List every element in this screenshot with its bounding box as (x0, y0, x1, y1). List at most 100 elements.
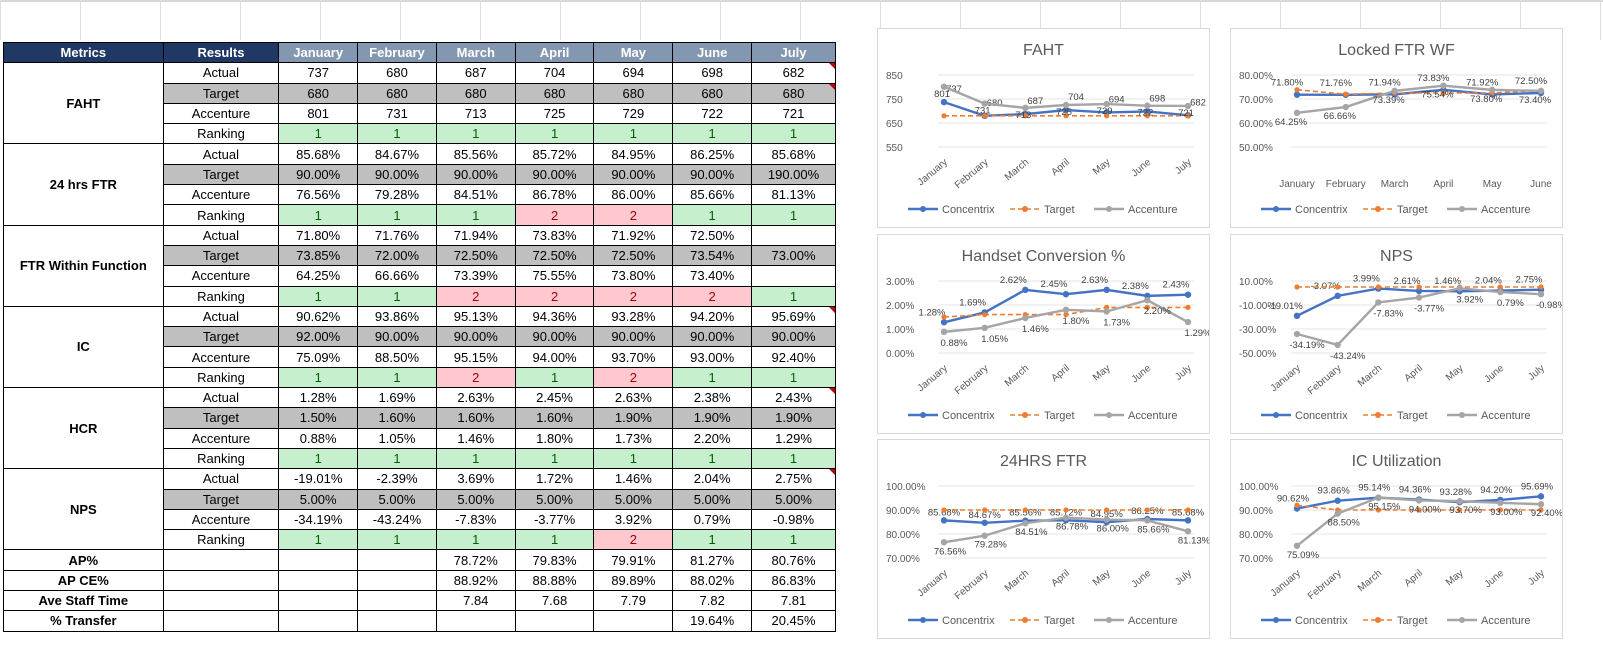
value-cell[interactable]: 1 (278, 529, 359, 551)
value-cell[interactable]: 73.83% (514, 224, 595, 246)
result-label[interactable]: Accenture (162, 265, 280, 287)
result-label[interactable]: Actual (162, 224, 280, 246)
result-label[interactable]: Ranking (162, 285, 280, 307)
value-cell[interactable]: 95.69% (751, 305, 836, 328)
value-cell[interactable]: 85.72% (514, 143, 595, 165)
value-cell[interactable]: 90.00% (357, 326, 437, 348)
metric-group-name[interactable]: FAHT (3, 62, 164, 145)
extra-metric-name[interactable]: AP CE% (3, 569, 164, 592)
value-cell[interactable]: 86.25% (672, 143, 753, 165)
value-cell[interactable]: 1 (593, 123, 674, 145)
value-cell[interactable]: 687 (435, 62, 516, 84)
value-cell[interactable]: 680 (593, 82, 674, 104)
value-cell[interactable]: 79.91% (593, 549, 674, 571)
value-cell[interactable]: 5.00% (514, 488, 595, 510)
value-cell[interactable]: 2 (593, 529, 674, 551)
value-cell[interactable]: 2 (514, 285, 595, 307)
value-cell[interactable]: -43.24% (357, 508, 437, 531)
value-cell[interactable]: 94.20% (672, 305, 753, 328)
value-cell[interactable]: 1.46% (593, 468, 674, 490)
value-cell[interactable]: 1 (514, 447, 595, 470)
value-cell[interactable]: 79.28% (357, 184, 437, 206)
empty-result-cell[interactable] (162, 590, 280, 612)
value-cell[interactable]: 2.38% (672, 387, 753, 409)
result-label[interactable]: Actual (162, 305, 280, 328)
value-cell[interactable]: 86.00% (593, 184, 674, 206)
value-cell[interactable]: 1.72% (514, 468, 595, 490)
result-label[interactable]: Actual (162, 62, 280, 84)
value-cell[interactable] (278, 610, 359, 632)
result-label[interactable]: Target (162, 163, 280, 186)
value-cell[interactable]: 680 (514, 82, 595, 104)
value-cell[interactable]: 1.60% (357, 407, 437, 429)
value-cell[interactable]: 90.00% (435, 163, 516, 186)
value-cell[interactable]: 1 (672, 204, 753, 226)
metric-group-name[interactable]: HCR (3, 387, 164, 470)
metric-group-name[interactable]: NPS (3, 468, 164, 551)
value-cell[interactable]: 94.36% (514, 305, 595, 328)
value-cell[interactable]: 73.00% (751, 244, 836, 267)
value-cell[interactable]: 0.79% (672, 508, 753, 531)
value-cell[interactable]: 680 (357, 62, 437, 84)
value-cell[interactable]: 5.00% (357, 488, 437, 510)
value-cell[interactable]: 19.64% (672, 610, 753, 632)
value-cell[interactable]: 1 (514, 529, 595, 551)
value-cell[interactable]: 90.00% (593, 326, 674, 348)
result-label[interactable]: Actual (162, 387, 280, 409)
result-label[interactable]: Accenture (162, 427, 280, 449)
result-label[interactable]: Target (162, 407, 280, 429)
value-cell[interactable]: 1 (278, 204, 359, 226)
value-cell[interactable]: 698 (672, 62, 753, 84)
value-cell[interactable]: 1.90% (751, 407, 836, 429)
value-cell[interactable]: 93.70% (593, 346, 674, 368)
value-cell[interactable]: 1 (357, 529, 437, 551)
value-cell[interactable]: 1 (751, 204, 836, 226)
empty-result-cell[interactable] (162, 569, 280, 592)
value-cell[interactable]: 90.00% (593, 163, 674, 186)
value-cell[interactable]: 3.69% (435, 468, 516, 490)
value-cell[interactable]: 90.00% (672, 326, 753, 348)
value-cell[interactable]: 190.00% (751, 163, 836, 186)
value-cell[interactable]: 1.90% (593, 407, 674, 429)
value-cell[interactable]: -7.83% (435, 508, 516, 531)
result-label[interactable]: Target (162, 82, 280, 104)
value-cell[interactable]: 2 (593, 285, 674, 307)
value-cell[interactable]: 85.66% (672, 184, 753, 206)
value-cell[interactable]: 2.43% (751, 387, 836, 409)
value-cell[interactable]: 73.39% (435, 265, 516, 287)
value-cell[interactable]: 85.68% (278, 143, 359, 165)
value-cell[interactable]: 1.60% (435, 407, 516, 429)
value-cell[interactable]: 5.00% (278, 488, 359, 510)
value-cell[interactable]: 76.56% (278, 184, 359, 206)
value-cell[interactable]: 1 (672, 123, 753, 145)
value-cell[interactable]: 2.04% (672, 468, 753, 490)
value-cell[interactable] (357, 610, 437, 632)
value-cell[interactable]: 90.00% (514, 326, 595, 348)
result-label[interactable]: Ranking (162, 447, 280, 470)
result-label[interactable]: Target (162, 488, 280, 510)
value-cell[interactable]: -2.39% (357, 468, 437, 490)
value-cell[interactable]: 1.73% (593, 427, 674, 449)
value-cell[interactable]: 2 (593, 204, 674, 226)
value-cell[interactable]: 1.46% (435, 427, 516, 449)
value-cell[interactable]: 704 (514, 62, 595, 84)
value-cell[interactable]: 1 (278, 123, 359, 145)
value-cell[interactable]: 680 (672, 82, 753, 104)
empty-result-cell[interactable] (162, 610, 280, 632)
value-cell[interactable]: -34.19% (278, 508, 359, 531)
value-cell[interactable]: 81.13% (751, 184, 836, 206)
metric-group-name[interactable]: FTR Within Function (3, 224, 164, 307)
value-cell[interactable]: 7.68 (514, 590, 595, 612)
value-cell[interactable]: 84.95% (593, 143, 674, 165)
value-cell[interactable]: 713 (435, 102, 516, 125)
value-cell[interactable]: 729 (593, 102, 674, 125)
metric-group-name[interactable]: 24 hrs FTR (3, 143, 164, 226)
value-cell[interactable]: 71.76% (357, 224, 437, 246)
value-cell[interactable]: 1 (357, 204, 437, 226)
value-cell[interactable]: 75.09% (278, 346, 359, 368)
value-cell[interactable]: 73.85% (278, 244, 359, 267)
value-cell[interactable]: 1 (278, 285, 359, 307)
value-cell[interactable]: 95.13% (435, 305, 516, 328)
value-cell[interactable]: 737 (278, 62, 359, 84)
value-cell[interactable]: 72.50% (672, 224, 753, 246)
